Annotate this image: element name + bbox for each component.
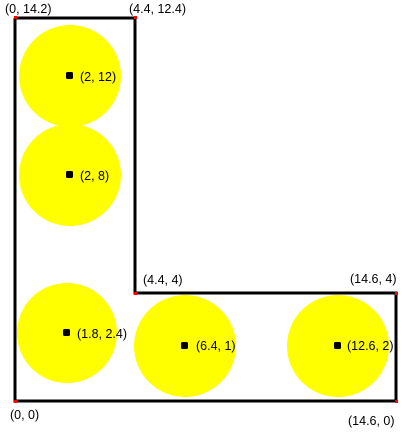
vertex-label-right-top: (14.6, 4) bbox=[350, 272, 397, 286]
center-dots bbox=[63, 72, 341, 349]
vertex-labels: (0, 14.2) (4.4, 12.4) (4.4, 4) (14.6, 4)… bbox=[5, 2, 397, 428]
vertex-label-right-bottom: (14.6, 0) bbox=[348, 414, 395, 428]
vertex-marker-right-top bbox=[395, 292, 398, 295]
center-dot-1 bbox=[66, 72, 73, 79]
center-dot-3 bbox=[63, 329, 70, 336]
vertex-label-top-right: (4.4, 12.4) bbox=[129, 2, 186, 16]
vertex-marker-inner-corner bbox=[134, 292, 137, 295]
circle-2-label: (2, 8) bbox=[80, 169, 109, 183]
center-dot-5 bbox=[334, 342, 341, 349]
center-dot-2 bbox=[66, 171, 73, 178]
vertex-marker-right-bottom bbox=[395, 400, 398, 403]
vertex-markers bbox=[14, 16, 398, 403]
circle-5-label: (12.6, 2) bbox=[347, 339, 394, 353]
vertex-label-inner-corner: (4.4, 4) bbox=[143, 273, 183, 287]
center-dot-4 bbox=[181, 342, 188, 349]
vertex-marker-top-right bbox=[134, 16, 137, 19]
circle-labels: (2, 12) (2, 8) (1.8, 2.4) (6.4, 1) (12.6… bbox=[77, 70, 394, 353]
vertex-label-top-left: (0, 14.2) bbox=[5, 2, 52, 16]
circle-1-label: (2, 12) bbox=[80, 70, 116, 84]
circle-3-label: (1.8, 2.4) bbox=[77, 327, 127, 341]
vertex-marker-origin bbox=[14, 400, 17, 403]
vertex-marker-top-left bbox=[14, 16, 17, 19]
vertex-label-origin: (0, 0) bbox=[10, 408, 39, 422]
circle-4-label: (6.4, 1) bbox=[196, 339, 236, 353]
